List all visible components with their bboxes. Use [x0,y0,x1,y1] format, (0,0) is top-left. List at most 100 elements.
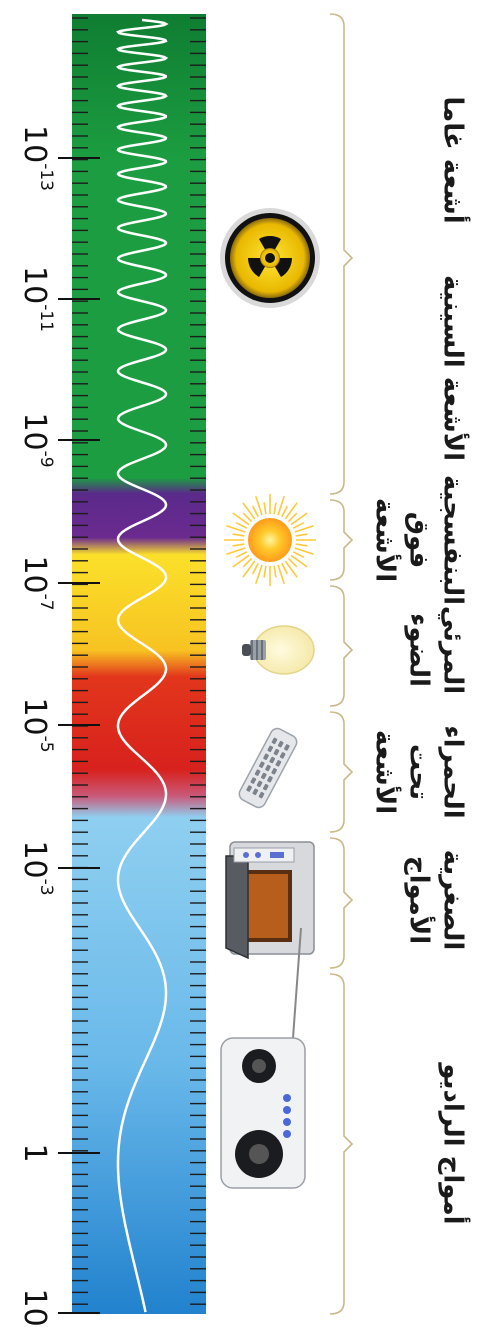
sun-ray [232,543,245,547]
scale-label-base: 10 [18,840,53,878]
remote-key [252,788,259,796]
remote-key [258,761,265,768]
band-label-line: الأمواج [404,856,436,944]
remote-key [258,791,265,799]
sun-ray [292,551,305,559]
sun-ray [235,551,248,559]
radio-button [283,1130,291,1138]
scale-label: 1 [18,1143,53,1162]
sun-ray [290,512,308,526]
sun-ray [277,496,285,516]
remote-key [263,753,269,761]
scale-label-base: 10 [18,412,53,450]
sun-ray [295,543,308,547]
region-bracket [329,13,354,495]
band-label-line: أمواج الراديو [438,1061,471,1224]
sun-ray [292,521,305,529]
spectrum-band [72,14,206,1314]
sun-icon [224,494,316,586]
region-bracket [329,973,354,1315]
remote-key [275,760,282,767]
remote-key [277,740,284,748]
sun-ray [242,557,253,568]
sun-ray [226,547,246,555]
radio-button [283,1094,291,1102]
scale-label: 10-13 [18,125,57,191]
scale-label-exponent: -11 [36,304,56,332]
sun-ray [232,512,250,526]
sun-ray [294,525,314,533]
scale-label-base: 10 [18,555,53,593]
remote-key [271,737,278,745]
sun-ray [263,565,267,578]
band-label-line: الأشعة [370,730,402,814]
band-label: الأمواج الصغرية [404,850,468,951]
radio-icon [220,927,306,1189]
scale-label-exponent: -7 [36,594,56,611]
remote-key [279,752,286,759]
sun-ray [232,533,245,537]
band-label-line: تحت [404,744,434,800]
radiation-icon [220,208,320,308]
sun-ray [242,502,256,520]
sun-ray [287,512,298,523]
remote-key [265,764,271,772]
scale-label-base: 10 [18,697,53,735]
scale-label-text: 10-7 [18,555,57,610]
band-label: أمواج الراديو [438,1061,471,1224]
scale-label: 10-7 [18,555,57,610]
scale-label-exponent: -13 [36,163,56,191]
sun-ray [273,502,277,515]
scale-label-text: 1 [18,1143,53,1162]
sun-ray [255,496,263,516]
sun-ray [232,554,250,568]
scale-label: 10-3 [18,840,57,895]
sun-ray [295,533,308,537]
remote-key [262,783,269,791]
remote-key [267,745,274,753]
sun-ray [284,560,298,578]
remote-key [273,748,280,756]
scale-label-base: 10 [18,1288,53,1326]
microwave-oven-icon [225,841,315,960]
band-label-line: فوق [404,512,434,569]
remote-key [256,780,263,788]
remote-key [267,775,273,783]
band-label: أشعة غاما [438,96,471,223]
scale-label-text: 10-13 [18,125,57,191]
remote-key [260,772,267,780]
scale-label-exponent: -9 [36,451,56,468]
scale-label-base: 1 [18,1143,53,1162]
sun-ray [226,525,246,533]
sun-ray [273,565,277,578]
remote-key [250,777,257,784]
region-brackets [329,13,354,1315]
band-label-line: الحمراء [438,725,468,818]
sun-ray [284,502,298,520]
band-label: الضوء المرئي [404,606,468,694]
scale-label-base: 10 [18,125,53,163]
light-bulb-icon [242,625,315,675]
sun-ray [277,564,285,584]
sun-ray [235,521,248,529]
remote-key [271,768,278,775]
band-label: الأشعة السينية [438,275,470,461]
region-bracket [329,711,354,833]
scale-label-text: 103 [18,1288,57,1327]
radio-button [283,1106,291,1114]
region-bracket [329,585,354,707]
sun-ray [251,562,259,575]
band-label-line: الأشعة [370,498,402,582]
band-label-line: الصغرية [438,850,468,951]
scale-label-text: 10-11 [18,266,57,332]
remote-key [246,785,252,792]
band-label-line: أشعة غاما [438,96,471,223]
sun-ray [242,512,253,523]
sun-ray [255,564,263,584]
sun-ray [294,547,314,555]
scale-label-text: 10-9 [18,412,57,467]
region-bracket [329,837,354,969]
sun-ray [287,557,298,568]
scale-label-text: 10-3 [18,840,57,895]
